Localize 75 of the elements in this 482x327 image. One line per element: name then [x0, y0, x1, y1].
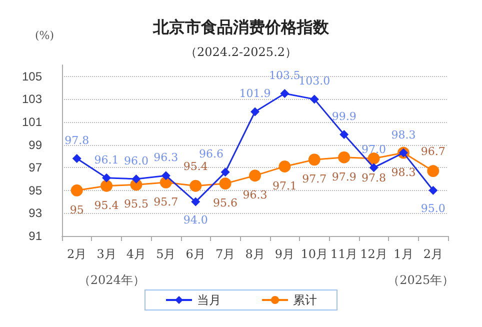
data-label: 97.7: [302, 172, 327, 186]
y-tick-label: 97: [28, 160, 42, 175]
data-label: 95.4: [94, 198, 119, 212]
point: [102, 173, 112, 182]
y-tick-label: 95: [28, 183, 42, 198]
text: （2025年）: [388, 273, 454, 287]
x-tick-label: 9月: [274, 247, 295, 261]
y-tick-label: 103: [22, 92, 42, 106]
x-tick-label: 12月: [360, 247, 388, 261]
point: [428, 186, 438, 195]
x-tick-label: 1月: [394, 247, 414, 261]
data-label: 97.0: [362, 143, 386, 156]
x-tick-label: 7月: [215, 247, 236, 261]
data-label: 98.3: [391, 128, 416, 142]
point: [280, 89, 290, 98]
data-label: 97.9: [332, 170, 356, 184]
point: [191, 197, 200, 206]
y-tick-label: 101: [22, 115, 42, 129]
x-tick-label: 11月: [330, 247, 358, 261]
y-tick-label: 91: [28, 229, 42, 243]
x-tick-label: 6月: [186, 247, 206, 261]
data-label: 95: [70, 203, 84, 216]
x-tick-label: 3月: [96, 247, 116, 261]
data-label: 95.6: [213, 196, 238, 210]
y-axis-title: (%): [34, 29, 54, 42]
chart-title: 北京市食品消费价格指数: [152, 18, 330, 36]
point: [427, 165, 440, 178]
text: （2024年）: [78, 273, 145, 287]
x-tick-label: 2月: [423, 247, 443, 261]
point: [369, 163, 378, 172]
legend-label: 累计: [293, 293, 317, 307]
point: [100, 180, 113, 192]
data-label: 95.4: [183, 160, 208, 173]
point: [70, 184, 83, 196]
x-tick-label: 10月: [300, 247, 328, 261]
point: [132, 174, 141, 184]
y-tick-label: 93: [28, 206, 42, 220]
data-label: 96.3: [242, 188, 268, 202]
data-label: 97.8: [64, 134, 90, 147]
data-label: 95.7: [154, 195, 178, 208]
point: [250, 107, 260, 116]
data-label: 96.6: [199, 148, 224, 161]
data-label: 95.0: [420, 202, 446, 215]
point: [220, 168, 230, 177]
point: [219, 178, 232, 190]
chart-subtitle: （2024.2-2025.2）: [184, 45, 298, 59]
x-tick-label: 4月: [126, 247, 146, 261]
data-label: 99.9: [332, 110, 356, 124]
data-label: 96.0: [124, 154, 148, 168]
point: [190, 180, 202, 192]
data-label: 96.7: [420, 145, 446, 158]
data-label: 98.3: [391, 166, 416, 179]
point: [340, 130, 349, 140]
data-label: 97.8: [362, 171, 386, 184]
x-tick-label: 5月: [156, 247, 176, 261]
x-tick-label: 8月: [245, 247, 265, 261]
data-label: 95.5: [124, 198, 148, 211]
x-tick-label: 2月: [67, 247, 87, 261]
point: [161, 171, 170, 180]
data-label: 97.1: [272, 179, 297, 192]
point: [72, 154, 82, 163]
data-label: 103.0: [298, 74, 330, 88]
data-label: 94.0: [183, 213, 208, 226]
data-label: 103.5: [268, 69, 300, 82]
legend-label: 当月: [197, 293, 221, 307]
data-label: 101.9: [239, 87, 271, 100]
point: [278, 160, 291, 172]
point: [308, 154, 320, 166]
data-label: 96.1: [94, 153, 119, 166]
point: [338, 151, 350, 164]
y-tick-label: 105: [22, 69, 42, 84]
y-tick-label: 99: [28, 138, 42, 152]
point: [249, 170, 261, 182]
point: [310, 94, 319, 104]
data-label: 96.3: [154, 151, 178, 164]
